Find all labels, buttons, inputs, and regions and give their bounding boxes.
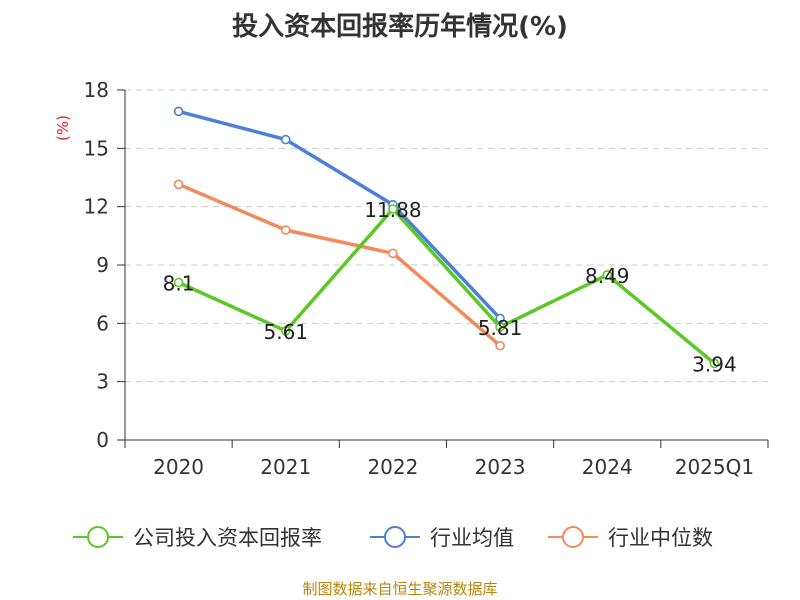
x-tick-label: 2021 bbox=[260, 455, 311, 479]
legend-label: 公司投入资本回报率 bbox=[133, 526, 322, 550]
x-tick-label: 2020 bbox=[153, 455, 204, 479]
x-tick-label: 2022 bbox=[367, 455, 418, 479]
legend-marker bbox=[562, 526, 584, 548]
legend-marker bbox=[87, 526, 109, 548]
series-line bbox=[177, 182, 502, 348]
data-label: 11.88 bbox=[364, 198, 421, 222]
x-tick-label: 2025Q1 bbox=[675, 455, 754, 479]
legend-label: 行业中位数 bbox=[608, 526, 713, 550]
data-point bbox=[388, 248, 398, 259]
y-tick-label: 3 bbox=[96, 370, 109, 394]
x-tick-label: 2023 bbox=[475, 455, 526, 479]
data-point bbox=[173, 179, 184, 190]
x-tick-label: 2024 bbox=[582, 455, 633, 479]
y-tick-label: 12 bbox=[84, 195, 109, 219]
data-point bbox=[495, 340, 505, 351]
data-label: 5.81 bbox=[478, 316, 523, 340]
y-tick-label: 15 bbox=[84, 136, 109, 160]
data-label: 8.49 bbox=[585, 264, 630, 288]
chart-title: 投入资本回报率历年情况(%) bbox=[232, 12, 568, 42]
data-point bbox=[709, 358, 720, 369]
data-point bbox=[388, 204, 398, 214]
data-point bbox=[495, 322, 505, 332]
y-tick-label: 18 bbox=[84, 78, 109, 102]
data-point bbox=[280, 134, 291, 145]
data-label: 8.1 bbox=[163, 272, 195, 296]
data-point bbox=[173, 106, 184, 117]
series-line bbox=[178, 109, 502, 320]
data-point bbox=[602, 270, 613, 280]
data-point bbox=[280, 326, 291, 336]
data-point bbox=[173, 277, 184, 288]
data-label: 3.94 bbox=[692, 352, 737, 376]
y-tick-label: 9 bbox=[96, 253, 109, 277]
y-tick-label: 6 bbox=[96, 311, 109, 335]
data-source-note: 制图数据来自恒生聚源数据库 bbox=[302, 580, 498, 598]
series-line bbox=[177, 207, 716, 365]
y-tick-label: 0 bbox=[96, 428, 109, 452]
data-label: 5.61 bbox=[263, 320, 308, 344]
legend-marker bbox=[384, 526, 406, 548]
legend-label: 行业均值 bbox=[430, 526, 514, 550]
y-axis-label: (%) bbox=[54, 115, 72, 141]
data-point bbox=[280, 225, 291, 235]
